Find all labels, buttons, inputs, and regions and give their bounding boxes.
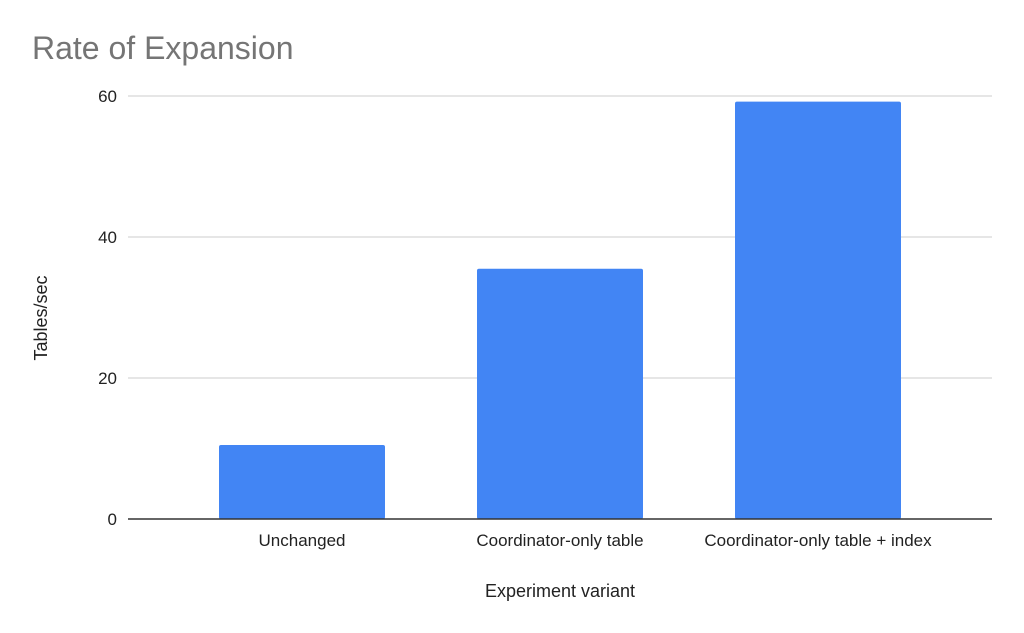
y-tick-label: 0 (108, 510, 117, 529)
y-axis-label: Tables/sec (31, 275, 51, 360)
x-axis-label: Experiment variant (485, 581, 635, 601)
bar-2 (477, 268, 643, 519)
y-tick-label: 40 (98, 228, 117, 247)
chart-title: Rate of Expansion (32, 30, 294, 66)
bar-1 (219, 444, 385, 519)
bars (219, 101, 901, 519)
bar-3 (735, 101, 901, 519)
x-tick-label: Coordinator-only table + index (704, 531, 932, 550)
y-axis-ticks: 0 20 40 60 (98, 87, 117, 529)
x-tick-label: Coordinator-only table (476, 531, 643, 550)
x-axis-ticks: Unchanged Coordinator-only table Coordinat… (259, 531, 933, 550)
y-tick-label: 20 (98, 369, 117, 388)
y-tick-label: 60 (98, 87, 117, 106)
x-tick-label: Unchanged (259, 531, 346, 550)
